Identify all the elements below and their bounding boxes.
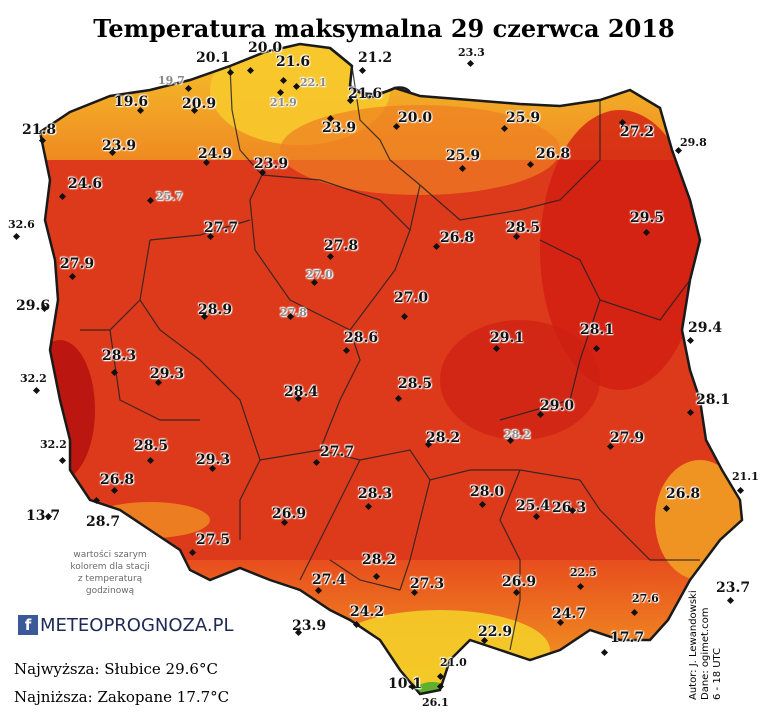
station-temperature: 25.9: [506, 110, 541, 126]
station-temperature: 28.5: [398, 376, 433, 392]
station-temperature: 25.9: [446, 148, 481, 164]
station-temperature: 24.2: [350, 604, 385, 620]
credits-author: Autor: J. Lewandowski: [688, 590, 699, 700]
station-temperature: 10.1: [388, 676, 423, 692]
note-line: wartości szarym: [73, 550, 147, 560]
station-temperature: 27.3: [410, 576, 445, 592]
station-temperature: 27.6: [632, 592, 659, 605]
station-temperature: 24.6: [68, 176, 103, 192]
station-temperature: 28.6: [344, 330, 379, 346]
coastline-hel: [329, 47, 353, 67]
station-temperature: 29.8: [680, 136, 707, 149]
station-temperature: 20.0: [398, 110, 433, 126]
station-temperature: 32.2: [40, 438, 67, 451]
brand-logo: f METEOPROGNOZA.PL: [18, 614, 233, 636]
station-temperature: 27.9: [60, 256, 95, 272]
station-temperature: 28.3: [102, 348, 137, 364]
station-temperature: 21.6: [276, 54, 311, 70]
coastline-bay: [349, 86, 411, 96]
credits-time-range: 6 - 18 UTC: [712, 647, 723, 700]
station-temperature: 25.7: [156, 190, 183, 203]
station-temperature: 23.9: [322, 120, 357, 136]
station-temperature: 22.1: [300, 76, 327, 89]
station-temperature: 20.9: [182, 96, 217, 112]
station-temperature: 28.3: [358, 486, 393, 502]
brand-name: METEOPROGNOZA.PL: [40, 614, 234, 636]
station-temperature: 20.0: [248, 40, 283, 56]
station-temperature: 24.9: [198, 146, 233, 162]
station-temperature: 19.7: [158, 74, 185, 87]
station-temperature: 28.5: [134, 438, 169, 454]
station-temperature: 29.1: [490, 330, 525, 346]
station-temperature: 27.8: [280, 306, 307, 319]
station-temperature: 26.9: [272, 506, 307, 522]
station-temperature: 29.0: [540, 398, 575, 414]
station-temperature: 28.5: [506, 220, 541, 236]
lowest-temperature: Najniższa: Zakopane 17.7°C: [14, 688, 230, 706]
note-line: kolorem dla stacji: [70, 562, 150, 572]
station-temperature: 25.4: [516, 498, 551, 514]
station-temperature: 26.8: [666, 486, 701, 502]
station-temperature: 29.4: [688, 320, 723, 336]
station-temperature: 29.5: [630, 210, 665, 226]
note-line: z temperaturą: [77, 574, 143, 584]
station-temperature: 24.7: [552, 606, 587, 622]
station-temperature: 27.5: [196, 532, 231, 548]
station-temperature: 28.7: [86, 514, 121, 530]
station-temperature: 27.2: [620, 124, 655, 140]
station-temperature: 27.0: [306, 268, 333, 281]
station-temperature: 29.3: [150, 366, 185, 382]
station-temperature: 26.8: [440, 230, 475, 246]
station-temperature: 21.0: [440, 656, 467, 669]
station-temperature: 26.1: [422, 696, 449, 709]
station-temperature: 23.3: [458, 46, 485, 59]
station-temperature: 26.3: [552, 500, 587, 516]
station-temperature: 22.9: [478, 624, 513, 640]
station-temperature: 21.2: [358, 50, 393, 66]
station-temperature: 27.8: [324, 238, 359, 254]
station-temperature: 13.7: [26, 508, 61, 524]
station-temperature: 27.4: [312, 572, 347, 588]
highest-temperature: Najwyższa: Słubice 29.6°C: [14, 660, 218, 678]
station-temperature: 27.7: [204, 220, 239, 236]
station-temperature: 21.6: [348, 86, 383, 102]
station-temperature: 29.3: [196, 452, 231, 468]
station-temperature: 21.9: [270, 96, 297, 109]
station-temperature: 28.0: [470, 484, 505, 500]
station-temperature: 32.6: [8, 218, 35, 231]
station-temperature: 27.7: [320, 444, 355, 460]
credits-data-source: Dane: ogimet.com: [700, 607, 711, 700]
station-temperature: 32.2: [20, 372, 47, 385]
province-borders: [80, 65, 700, 651]
station-temperature: 17.7: [610, 630, 645, 646]
grey-values-note: wartości szarym kolorem dla stacji z tem…: [50, 549, 170, 597]
station-temperature: 27.0: [394, 290, 429, 306]
note-line: godzinową: [85, 586, 135, 596]
station-temperature: 26.8: [536, 146, 571, 162]
station-temperature: 19.6: [114, 94, 149, 110]
station-temperature: 28.2: [426, 430, 461, 446]
station-temperature: 22.5: [570, 566, 597, 579]
station-temperature: 20.1: [196, 50, 231, 66]
station-temperature: 28.2: [362, 552, 397, 568]
station-temperature: 26.9: [502, 574, 537, 590]
station-temperature: 28.1: [696, 392, 731, 408]
facebook-icon: f: [18, 615, 38, 635]
station-temperature: 21.1: [732, 470, 759, 483]
station-temperature: 23.9: [254, 156, 289, 172]
station-temperature: 26.8: [100, 472, 135, 488]
station-temperature: 27.9: [610, 430, 645, 446]
station-temperature: 23.7: [716, 580, 751, 596]
credits: Autor: J. Lewandowski Dane: ogimet.com 6…: [688, 590, 724, 700]
station-temperature: 28.1: [580, 322, 615, 338]
station-temperature: 28.4: [284, 384, 319, 400]
station-temperature: 21.8: [22, 122, 57, 138]
map-title: Temperatura maksymalna 29 czerwca 2018: [93, 14, 675, 43]
station-temperature: 23.9: [102, 138, 137, 154]
